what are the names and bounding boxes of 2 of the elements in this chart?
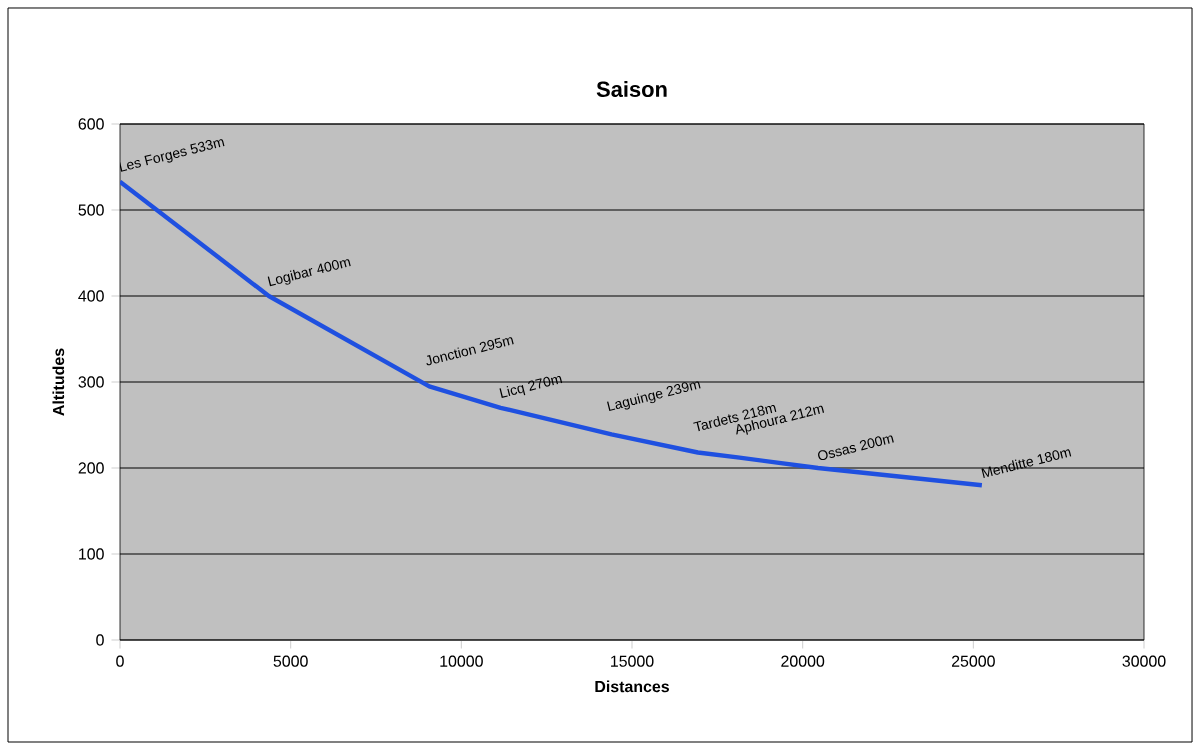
line-series <box>120 179 985 488</box>
chart-title: Saison <box>596 80 667 98</box>
